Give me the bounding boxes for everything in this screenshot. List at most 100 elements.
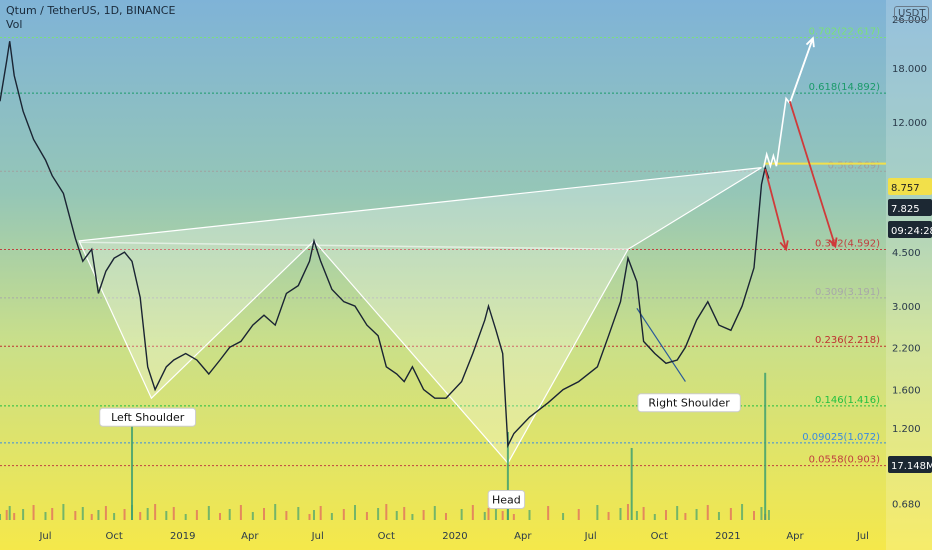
projection-paths bbox=[762, 36, 886, 252]
y-tick-8: 0.680 bbox=[892, 499, 921, 510]
volume-bar-60 bbox=[596, 505, 599, 520]
volume-bar-76 bbox=[760, 507, 763, 520]
volume-bar-71 bbox=[706, 505, 709, 520]
volume-indicator-label[interactable]: Vol bbox=[6, 18, 23, 31]
volume-bar-9 bbox=[74, 511, 77, 520]
volume-bar-69 bbox=[684, 513, 687, 520]
volume-bar-67 bbox=[664, 510, 667, 520]
volume-bar-26 bbox=[228, 509, 231, 520]
volume-bar-40 bbox=[377, 508, 380, 520]
fib-label-7: 0.146(1.416) bbox=[815, 395, 880, 406]
fib-label-2: 0.618(14.892) bbox=[809, 82, 881, 93]
y-tick-6: 1.600 bbox=[892, 386, 921, 397]
volume-spike-2 bbox=[630, 448, 633, 520]
volume-bar-36 bbox=[330, 513, 333, 520]
volume-bar-68 bbox=[676, 506, 679, 520]
annotation-0: Left Shoulder bbox=[111, 411, 185, 424]
price-tag-1: 7.825 bbox=[891, 204, 920, 215]
volume-bar-17 bbox=[139, 512, 142, 520]
fib-label-4: 0.382(4.592) bbox=[815, 238, 880, 249]
volume-bar-49 bbox=[471, 505, 474, 520]
y-tick-4: 3.000 bbox=[892, 302, 921, 313]
annotations: Left Shoulder Head Right Shoulder bbox=[99, 393, 741, 510]
volume-spike-3 bbox=[764, 372, 767, 520]
volume-bar-66 bbox=[653, 514, 656, 520]
x-tick-4: Jul bbox=[311, 531, 324, 542]
x-tick-3: Apr bbox=[241, 531, 259, 542]
annotation-box-1 bbox=[487, 490, 526, 510]
volume-bar-0 bbox=[0, 514, 1, 520]
volume-bar-30 bbox=[274, 504, 277, 520]
x-tick-10: 2021 bbox=[715, 531, 740, 542]
head-and-shoulders-pattern bbox=[78, 167, 762, 465]
volume-bar-12 bbox=[97, 510, 100, 520]
fib-label-1: 0.702(22.617) bbox=[809, 27, 881, 38]
volume-bar-57 bbox=[547, 506, 550, 520]
volume-bar-21 bbox=[172, 507, 175, 520]
volume-bars bbox=[0, 372, 770, 520]
volume-bar-1 bbox=[5, 510, 8, 520]
volume-bar-20 bbox=[165, 511, 168, 520]
bearish-arrow-long-head bbox=[828, 237, 838, 249]
bearish-arrow-short bbox=[764, 168, 787, 250]
symbol-title[interactable]: Qtum / TetherUS, 1D, BINANCE bbox=[6, 4, 176, 17]
fib-label-6: 0.236(2.218) bbox=[815, 335, 880, 346]
volume-bar-37 bbox=[342, 509, 345, 520]
bullish-arrow-head bbox=[805, 36, 815, 48]
volume-bar-78 bbox=[767, 510, 770, 520]
annotation-box-2 bbox=[637, 393, 741, 413]
volume-bar-25 bbox=[219, 513, 222, 520]
x-tick-7: Apr bbox=[514, 531, 532, 542]
volume-bar-22 bbox=[184, 514, 187, 520]
y-tick-1: 18.000 bbox=[892, 64, 927, 75]
volume-bar-14 bbox=[113, 513, 116, 520]
volume-bar-75 bbox=[752, 511, 755, 520]
fib-label-9: 0.0558(0.903) bbox=[809, 455, 881, 466]
fib-label-5: 0.309(3.191) bbox=[815, 287, 880, 298]
currency-button[interactable]: USDT bbox=[894, 6, 930, 21]
x-tick-5: Oct bbox=[378, 531, 395, 542]
volume-bar-45 bbox=[422, 510, 425, 520]
y-tick-5: 2.200 bbox=[892, 343, 921, 354]
falling-channel bbox=[636, 307, 686, 382]
volume-bar-33 bbox=[308, 514, 311, 520]
volume-bar-10 bbox=[81, 507, 84, 520]
volume-bar-56 bbox=[528, 510, 531, 520]
volume-spike-0 bbox=[131, 424, 134, 520]
volume-bar-42 bbox=[395, 511, 398, 520]
price-line bbox=[0, 41, 770, 449]
volume-bar-3 bbox=[13, 513, 16, 520]
price-tag-box-2 bbox=[888, 221, 932, 238]
volume-bar-51 bbox=[487, 508, 490, 520]
volume-bar-13 bbox=[104, 506, 107, 520]
annotation-2: Right Shoulder bbox=[648, 397, 730, 410]
volume-bar-63 bbox=[626, 504, 629, 520]
volume-bar-70 bbox=[695, 509, 698, 520]
volume-bar-65 bbox=[642, 507, 645, 520]
volume-bar-41 bbox=[385, 504, 388, 520]
volume-bar-52 bbox=[494, 504, 497, 520]
volume-bar-19 bbox=[154, 504, 157, 520]
volume-bar-7 bbox=[51, 508, 54, 520]
price-series bbox=[0, 41, 770, 449]
volume-bar-5 bbox=[32, 505, 35, 520]
volume-bar-32 bbox=[297, 507, 300, 520]
volume-bar-2 bbox=[8, 506, 11, 520]
x-tick-0: Jul bbox=[38, 531, 51, 542]
volume-bar-48 bbox=[460, 509, 463, 520]
price-tag-3: 17.148M bbox=[891, 461, 932, 472]
x-tick-1: Oct bbox=[105, 531, 122, 542]
volume-bar-15 bbox=[123, 509, 126, 520]
x-tick-12: Jul bbox=[856, 531, 869, 542]
bullish-arrow bbox=[788, 37, 814, 104]
volume-bar-8 bbox=[62, 504, 65, 520]
volume-bar-28 bbox=[251, 512, 254, 520]
volume-bar-23 bbox=[195, 510, 198, 520]
fib-label-8: 0.09025(1.072) bbox=[802, 432, 880, 443]
y-tick-2: 12.000 bbox=[892, 118, 927, 129]
volume-bar-6 bbox=[44, 512, 47, 520]
bearish-arrow-long bbox=[788, 101, 837, 247]
